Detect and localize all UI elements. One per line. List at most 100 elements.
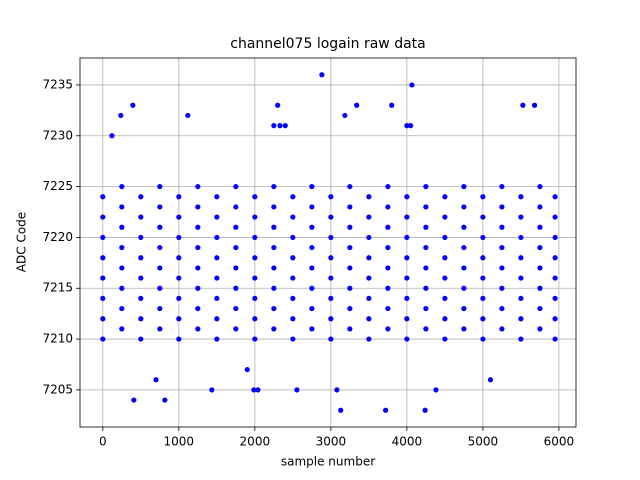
point <box>176 275 182 281</box>
point <box>423 265 429 271</box>
point <box>423 204 429 210</box>
point <box>442 316 448 322</box>
point <box>328 275 334 281</box>
point <box>214 336 220 342</box>
point <box>342 112 348 119</box>
point <box>271 122 277 129</box>
point <box>328 316 334 322</box>
point <box>518 194 524 200</box>
point <box>233 183 239 190</box>
point <box>338 407 344 413</box>
point <box>195 204 201 210</box>
point <box>366 214 372 220</box>
point <box>531 102 538 108</box>
point <box>233 305 239 312</box>
point <box>409 82 415 88</box>
point <box>480 255 486 261</box>
point <box>176 234 182 241</box>
point <box>109 133 115 139</box>
point <box>461 305 467 312</box>
point <box>537 204 543 210</box>
point <box>461 183 467 190</box>
point <box>385 224 391 230</box>
point <box>328 336 334 342</box>
point <box>138 194 144 200</box>
point <box>408 122 414 129</box>
x-tick-label: 3000 <box>316 435 347 449</box>
point <box>499 285 505 291</box>
point <box>347 204 353 210</box>
point <box>552 234 558 241</box>
point <box>404 255 410 261</box>
point <box>100 214 106 220</box>
point <box>461 285 467 291</box>
point <box>442 275 448 281</box>
point <box>157 183 163 190</box>
point <box>271 244 277 251</box>
point <box>157 244 163 251</box>
point <box>499 183 505 190</box>
point <box>347 224 353 230</box>
point <box>328 255 334 261</box>
x-tick-label: 5000 <box>468 435 499 449</box>
point <box>100 316 106 322</box>
point <box>518 295 524 302</box>
point <box>271 326 277 332</box>
point <box>255 387 261 393</box>
point <box>176 316 182 322</box>
x-tick-label: 2000 <box>240 435 271 449</box>
point <box>366 316 372 322</box>
point <box>290 234 296 241</box>
point <box>518 336 524 342</box>
point <box>499 305 505 312</box>
point <box>252 234 258 241</box>
point <box>366 255 372 261</box>
point <box>385 204 391 210</box>
point <box>138 255 144 261</box>
point <box>537 183 543 190</box>
point <box>537 305 543 312</box>
point <box>404 122 410 129</box>
point <box>552 336 558 342</box>
point <box>309 285 315 291</box>
x-axis-label: sample number <box>281 455 375 469</box>
point <box>499 326 505 332</box>
point <box>328 194 334 200</box>
point <box>480 194 486 200</box>
point <box>233 326 239 332</box>
point <box>347 183 353 190</box>
point <box>100 336 106 342</box>
point <box>252 255 258 261</box>
point <box>423 224 429 230</box>
point <box>119 285 125 291</box>
point <box>233 224 239 230</box>
plot-frame <box>79 57 577 428</box>
y-tick-label: 7230 <box>42 128 73 142</box>
point <box>309 204 315 210</box>
point <box>309 183 315 190</box>
point <box>389 102 395 108</box>
point <box>480 214 486 220</box>
y-tick-label: 7205 <box>42 382 73 396</box>
point <box>347 305 353 312</box>
point <box>153 377 159 383</box>
point <box>382 407 389 413</box>
point <box>423 326 429 332</box>
point <box>138 316 144 322</box>
point <box>195 183 201 190</box>
point <box>214 275 220 281</box>
point <box>366 295 372 302</box>
point <box>309 265 315 271</box>
point <box>537 244 543 251</box>
point <box>290 295 296 302</box>
point <box>138 234 144 241</box>
point <box>366 275 372 281</box>
point <box>131 397 137 403</box>
point <box>422 407 428 413</box>
point <box>366 194 372 200</box>
point <box>138 295 144 302</box>
point <box>176 295 182 302</box>
point <box>138 275 144 281</box>
